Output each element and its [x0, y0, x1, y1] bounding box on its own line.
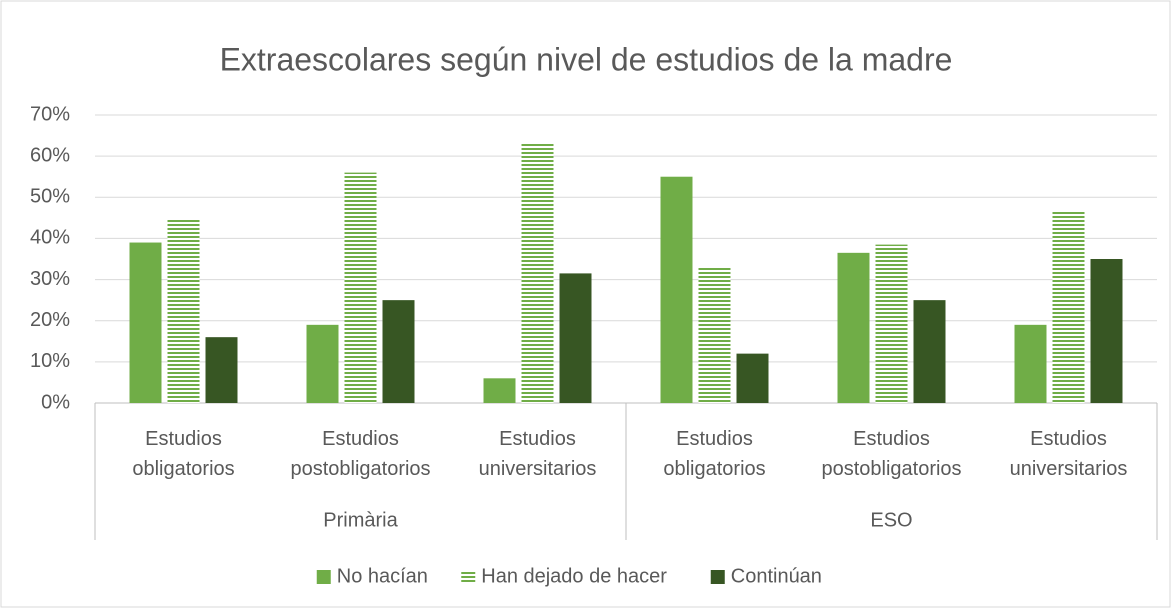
bar	[129, 242, 162, 403]
y-tick-label: 0%	[41, 391, 70, 413]
legend-swatch	[461, 570, 476, 584]
y-tick-label: 70%	[30, 103, 70, 125]
bar	[306, 324, 339, 403]
y-tick-label: 40%	[30, 227, 70, 249]
y-tick-label: 30%	[30, 268, 70, 290]
y-tick-label: 10%	[30, 350, 70, 372]
bar	[382, 300, 415, 403]
bar	[913, 300, 946, 403]
group-label: Primària	[323, 509, 398, 531]
bar	[167, 219, 200, 403]
bar	[344, 172, 377, 403]
bar	[559, 273, 592, 403]
bar	[205, 337, 238, 403]
bar	[521, 143, 554, 404]
y-tick-label: 20%	[30, 309, 70, 331]
bar	[1090, 259, 1123, 403]
bar	[1014, 324, 1047, 403]
group-label: ESO	[870, 509, 912, 531]
y-tick-label: 50%	[30, 186, 70, 208]
bar	[736, 353, 769, 403]
bar	[660, 176, 693, 403]
bar	[1052, 211, 1085, 403]
legend-label: No hacían	[337, 565, 428, 587]
bar	[837, 252, 870, 403]
x-tick-label: Estudios postobligatorios	[821, 428, 962, 480]
x-tick-label: Estudios obligatorios	[663, 428, 766, 480]
legend-label: Continúan	[731, 565, 822, 587]
bar	[698, 267, 731, 403]
legend-label: Han dejado de hacer	[481, 565, 667, 587]
x-tick-label: Estudios universitarios	[1009, 428, 1128, 480]
legend-swatch	[710, 570, 725, 584]
legend-swatch	[316, 570, 331, 584]
chart-title: Extraescolares según nivel de estudios d…	[220, 41, 953, 77]
y-tick-label: 60%	[30, 144, 70, 166]
bar	[875, 244, 908, 403]
bar	[483, 378, 516, 403]
x-tick-label: Estudios universitarios	[478, 428, 597, 480]
x-tick-label: Estudios obligatorios	[132, 428, 235, 480]
x-tick-label: Estudios postobligatorios	[290, 428, 431, 480]
